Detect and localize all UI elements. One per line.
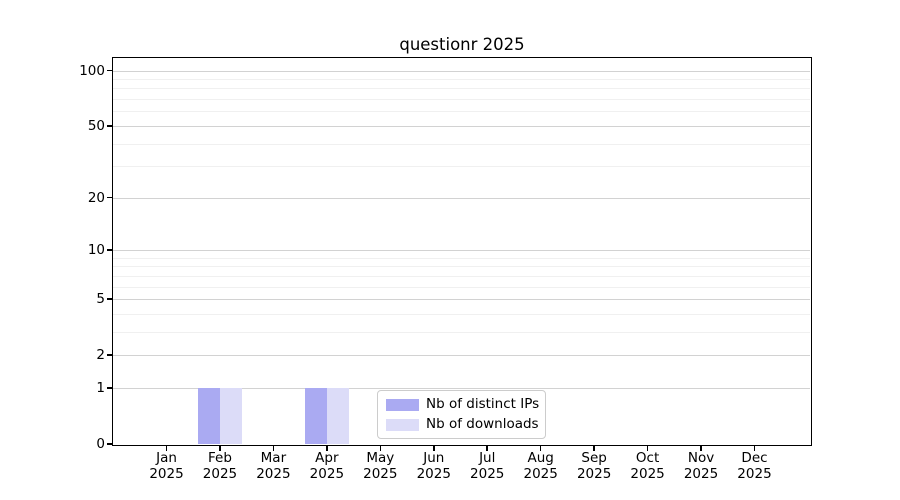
plot-area <box>112 57 812 446</box>
x-tick-mark <box>379 445 382 451</box>
x-tick-label: May 2025 <box>340 450 420 482</box>
x-tick-month: Nov <box>687 450 715 466</box>
bar-distinct-ips <box>304 387 327 444</box>
y-gridline-minor <box>113 313 810 315</box>
legend-label-distinct-ips: Nb of distinct IPs <box>426 396 540 412</box>
y-gridline-major <box>113 70 810 72</box>
x-tick-month: Sep <box>581 450 607 466</box>
x-tick-mark <box>700 445 702 451</box>
y-tick-label: 20 <box>87 189 105 206</box>
y-tick-mark <box>107 69 112 72</box>
x-tick-label: Dec 2025 <box>714 450 794 482</box>
x-tick-label: Aug 2025 <box>501 450 581 482</box>
y-gridline-major <box>113 249 810 251</box>
x-tick-year: 2025 <box>149 465 184 482</box>
x-tick-month: Oct <box>635 450 660 466</box>
y-gridline-minor <box>113 266 810 268</box>
x-tick-year: 2025 <box>523 465 558 482</box>
x-tick-year: 2025 <box>737 465 772 482</box>
x-tick-label: Mar 2025 <box>233 450 313 482</box>
y-gridline-minor <box>113 166 810 168</box>
y-gridline-minor <box>113 79 810 81</box>
x-tick-mark <box>326 445 328 451</box>
x-tick-month: Aug <box>527 450 554 466</box>
y-gridline-minor <box>113 143 810 145</box>
x-tick-month: Mar <box>260 450 287 466</box>
y-tick-mark <box>107 387 112 389</box>
y-tick-label: 100 <box>79 62 105 79</box>
x-tick-label: Apr 2025 <box>287 450 367 482</box>
y-tick-label: 50 <box>87 117 105 134</box>
x-tick-label: Nov 2025 <box>661 450 741 482</box>
x-tick-month: Jul <box>479 450 496 466</box>
bar-distinct-ips <box>197 387 220 444</box>
y-gridline-minor <box>113 88 810 90</box>
y-gridline-minor <box>113 286 810 288</box>
legend-item-downloads: Nb of downloads <box>386 416 539 433</box>
x-tick-mark <box>219 445 221 451</box>
x-tick-mark <box>539 445 542 451</box>
y-gridline-major <box>113 125 810 127</box>
bar-downloads <box>326 387 349 444</box>
x-tick-label: Oct 2025 <box>608 450 688 482</box>
x-tick-year: 2025 <box>309 465 345 482</box>
x-tick-month: Jan <box>156 450 177 466</box>
x-tick-month: Dec <box>741 450 768 466</box>
x-tick-mark <box>433 445 435 451</box>
x-tick-month: Apr <box>315 450 339 466</box>
y-gridline-minor <box>113 331 810 333</box>
y-tick-mark <box>107 125 112 127</box>
y-gridline-major <box>113 197 810 199</box>
x-tick-mark <box>486 445 488 451</box>
y-tick-mark <box>107 354 112 356</box>
y-tick-label: 5 <box>96 291 105 308</box>
legend-swatch-downloads-icon <box>386 418 419 431</box>
x-tick-month: Jun <box>423 450 445 466</box>
x-tick-mark <box>165 445 168 451</box>
x-tick-label: Jun 2025 <box>394 450 474 482</box>
x-tick-month: May <box>366 450 395 466</box>
x-tick-mark <box>753 445 756 451</box>
x-tick-month: Feb <box>208 450 232 466</box>
x-tick-year: 2025 <box>363 465 398 482</box>
y-tick-mark <box>107 196 112 199</box>
x-tick-mark <box>272 445 275 451</box>
y-gridline-minor <box>113 111 810 113</box>
y-tick-label: 2 <box>96 347 105 364</box>
y-tick-label: 10 <box>87 241 105 258</box>
x-tick-year: 2025 <box>416 465 451 482</box>
x-tick-mark <box>646 445 649 451</box>
x-tick-label: Jan 2025 <box>127 450 207 482</box>
y-gridline-major <box>113 299 810 301</box>
legend: Nb of distinct IPs Nb of downloads <box>377 390 547 439</box>
x-tick-label: Jul 2025 <box>447 450 527 482</box>
bar-downloads <box>219 387 242 444</box>
x-tick-mark <box>593 445 595 451</box>
x-tick-year: 2025 <box>683 465 719 482</box>
x-tick-year: 2025 <box>576 465 612 482</box>
y-tick-mark <box>107 249 112 251</box>
chart-title: questionr 2025 <box>399 35 525 54</box>
x-tick-year: 2025 <box>256 465 291 482</box>
y-tick-label: 1 <box>96 379 105 396</box>
legend-item-distinct-ips: Nb of distinct IPs <box>386 396 539 413</box>
x-tick-year: 2025 <box>202 465 238 482</box>
y-gridline-major <box>113 387 810 389</box>
y-tick-mark <box>107 443 112 445</box>
y-gridline-major <box>113 355 810 357</box>
y-gridline-minor <box>113 99 810 101</box>
y-tick-mark <box>107 298 112 300</box>
legend-swatch-distinct-ips-icon <box>386 398 419 411</box>
legend-label-downloads: Nb of downloads <box>426 416 539 432</box>
x-tick-year: 2025 <box>470 465 505 482</box>
y-gridline-minor <box>113 257 810 259</box>
x-tick-label: Sep 2025 <box>554 450 634 482</box>
y-tick-label: 0 <box>96 436 105 452</box>
x-tick-year: 2025 <box>630 465 665 482</box>
y-gridline-minor <box>113 275 810 277</box>
x-tick-label: Feb 2025 <box>180 450 260 482</box>
